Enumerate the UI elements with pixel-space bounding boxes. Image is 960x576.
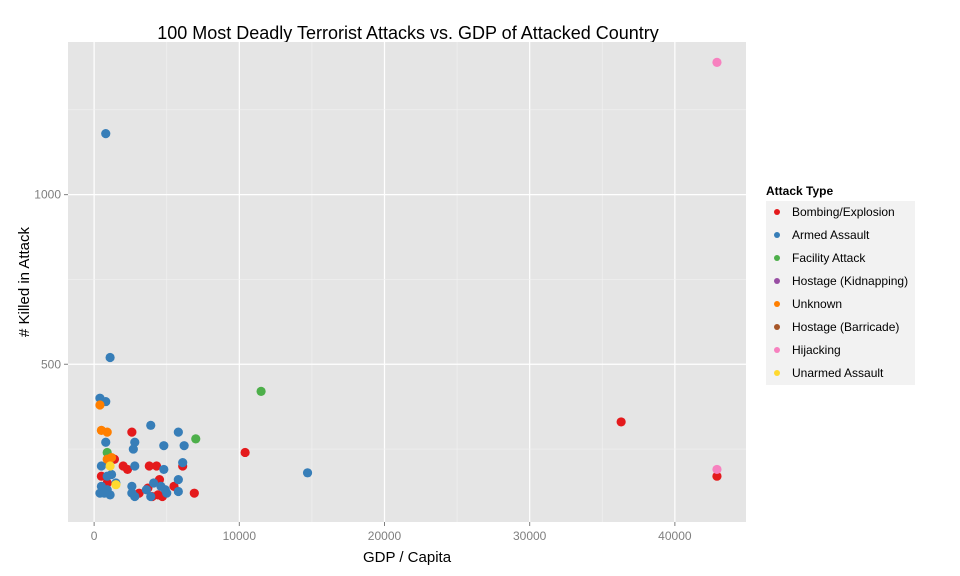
y-axis-title: # Killed in Attack: [16, 226, 33, 337]
data-point-bombing-explosion: [151, 461, 162, 471]
data-point-bombing-explosion: [127, 427, 137, 437]
data-point-bombing-explosion: [144, 461, 154, 471]
legend: Attack Type Bombing/Explosion Armed Assau…: [766, 184, 915, 385]
data-point-hijacking: [712, 464, 722, 475]
data-point-armed-assault: [99, 488, 109, 498]
grid-layer: [68, 42, 746, 522]
data-point-armed-assault: [96, 461, 106, 471]
data-point-unknown: [102, 427, 112, 437]
data-point-armed-assault: [159, 464, 169, 475]
data-point-armed-assault: [149, 478, 159, 488]
legend-marker-hostage-barricade: [774, 324, 780, 330]
legend-label-unknown: Unknown: [792, 297, 842, 311]
points-layer: [95, 57, 722, 502]
data-point-armed-assault: [160, 485, 170, 495]
legend-label-unarmed-assault: Unarmed Assault: [792, 366, 884, 380]
data-point-armed-assault: [173, 427, 183, 437]
x-tick-label: 10000: [223, 529, 257, 543]
data-point-armed-assault: [173, 474, 183, 485]
data-point-bombing-explosion: [616, 417, 626, 427]
legend-label-hostage-barricade: Hostage (Barricade): [792, 320, 899, 334]
data-point-hijacking: [712, 57, 722, 67]
data-point-armed-assault: [101, 128, 111, 139]
x-tick-label: 0: [91, 529, 98, 543]
data-point-facility-attack: [256, 386, 266, 396]
data-point-armed-assault: [127, 481, 137, 491]
data-point-bombing-explosion: [122, 464, 133, 475]
data-point-armed-assault: [105, 352, 115, 363]
legend-marker-hostage-kidnapping: [774, 278, 780, 284]
data-point-armed-assault: [128, 444, 138, 454]
x-tick-label: 20000: [368, 529, 402, 543]
data-point-unknown: [95, 400, 105, 410]
data-point-armed-assault: [141, 485, 151, 495]
legend-label-armed-assault: Armed Assault: [792, 228, 870, 242]
legend-marker-hijacking: [774, 347, 780, 353]
data-point-armed-assault: [146, 420, 156, 430]
data-point-armed-assault: [130, 491, 140, 502]
data-point-facility-attack: [191, 434, 201, 444]
data-point-bombing-explosion: [712, 471, 722, 481]
data-point-armed-assault: [179, 441, 189, 451]
x-tick-label: 40000: [658, 529, 692, 543]
ticks-layer: 0 10000 20000 30000 40000 500 1000: [34, 188, 692, 543]
data-point-armed-assault: [130, 461, 140, 471]
x-tick-label: 30000: [513, 529, 547, 543]
chart-title: 100 Most Deadly Terrorist Attacks vs. GD…: [157, 23, 659, 43]
data-point-unarmed-assault: [105, 461, 115, 471]
legend-items: Bombing/Explosion Armed Assault Facility A…: [766, 201, 915, 385]
legend-key-background: [766, 201, 915, 385]
x-axis-title: GDP / Capita: [363, 549, 452, 566]
legend-title: Attack Type: [766, 184, 833, 198]
data-point-bombing-explosion: [240, 447, 250, 458]
legend-marker-armed-assault: [774, 232, 780, 238]
data-point-armed-assault: [101, 437, 111, 447]
y-tick-label: 500: [41, 357, 61, 371]
data-point-unknown: [106, 452, 117, 463]
legend-marker-facility-attack: [774, 255, 780, 261]
data-point-armed-assault: [302, 468, 313, 478]
data-point-unarmed-assault: [111, 480, 121, 490]
data-point-bombing-explosion: [189, 488, 199, 498]
data-point-armed-assault: [106, 469, 117, 480]
legend-label-hijacking: Hijacking: [792, 343, 841, 357]
legend-label-facility-attack: Facility Attack: [792, 251, 866, 265]
plot-background: [68, 42, 746, 522]
data-point-armed-assault: [173, 486, 183, 497]
legend-marker-bombing-explosion: [774, 209, 780, 215]
legend-marker-unarmed-assault: [774, 370, 780, 376]
legend-marker-unknown: [774, 301, 780, 307]
data-point-armed-assault: [146, 491, 156, 502]
legend-label-bombing-explosion: Bombing/Explosion: [792, 205, 895, 219]
legend-label-hostage-kidnapping: Hostage (Kidnapping): [792, 274, 908, 288]
data-point-armed-assault: [178, 458, 188, 468]
y-tick-label: 1000: [34, 188, 61, 202]
data-point-armed-assault: [159, 441, 169, 451]
